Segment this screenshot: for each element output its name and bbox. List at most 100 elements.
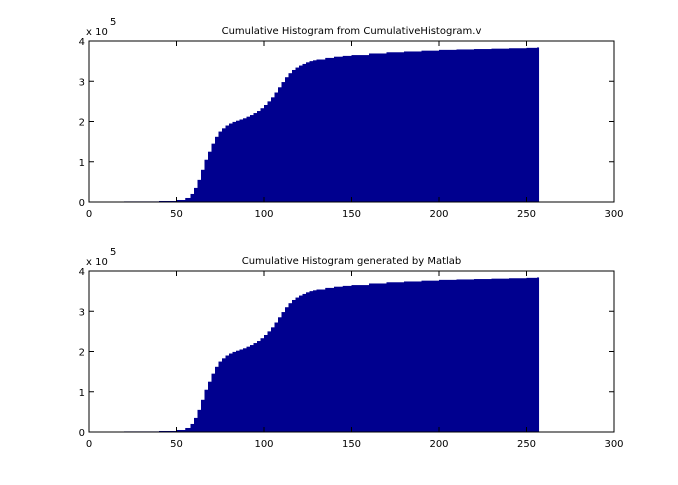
bar — [369, 283, 387, 432]
bar — [537, 47, 540, 202]
chart-title: Cumulative Histogram generated by Matlab — [242, 256, 462, 267]
x-tick-label: 50 — [170, 439, 183, 450]
bar — [526, 277, 538, 432]
y-tick-label: 2 — [79, 118, 85, 129]
bar — [351, 285, 370, 432]
bar — [342, 55, 352, 202]
bar — [267, 331, 272, 433]
bar — [208, 151, 212, 202]
bar — [218, 361, 223, 432]
bar — [295, 297, 300, 432]
bar — [250, 115, 254, 202]
bar — [204, 389, 209, 432]
x-tick-label: 300 — [604, 209, 623, 220]
y-tick-label: 4 — [79, 267, 85, 278]
chart-2: 0 50 100 150 200 250 300 0 1 2 3 4x 105 Cumulative H… — [79, 247, 624, 450]
bar — [190, 423, 195, 432]
y-tick-label: 1 — [79, 388, 85, 399]
x-tick-label: 0 — [86, 439, 92, 450]
bar — [456, 49, 475, 203]
x-tick-label: 150 — [342, 439, 361, 450]
bar — [185, 427, 191, 432]
y-exponent-label: x 10 — [86, 257, 108, 268]
y-tick-label: 2 — [79, 348, 85, 359]
bar — [421, 280, 440, 432]
bar — [243, 348, 247, 432]
bar — [334, 286, 344, 432]
bar — [204, 159, 209, 202]
bar — [215, 136, 219, 202]
bar — [194, 187, 198, 202]
bar — [404, 51, 422, 202]
bar — [218, 131, 223, 202]
bar — [253, 113, 258, 202]
bar — [295, 67, 300, 202]
bar — [325, 287, 335, 432]
bar — [246, 346, 251, 432]
bar — [260, 108, 265, 202]
y-exponent-power: 5 — [110, 17, 116, 28]
bar — [239, 119, 244, 202]
bar — [274, 92, 279, 202]
bar — [264, 335, 268, 432]
bar — [211, 143, 216, 202]
bar — [316, 59, 326, 203]
bar — [386, 52, 405, 202]
bar — [281, 312, 286, 432]
x-tick-label: 200 — [429, 439, 448, 450]
bar — [194, 417, 198, 432]
chart-1: 0 50 100 150 200 250 300 0 1 2 3 4x 105 Cumulative H… — [79, 17, 624, 220]
bar — [306, 292, 310, 432]
bar — [159, 200, 177, 202]
y-tick-label: 3 — [79, 307, 85, 318]
bar — [537, 277, 540, 432]
bar — [292, 299, 296, 432]
bar — [351, 55, 370, 203]
bar — [190, 193, 195, 202]
y-tick-label: 0 — [79, 428, 85, 439]
bar — [369, 53, 387, 203]
bar — [229, 123, 233, 202]
chart-title: Cumulative Histogram from CumulativeHist… — [222, 26, 482, 37]
bar — [264, 105, 268, 202]
bar — [491, 48, 510, 203]
bar — [509, 278, 527, 432]
x-tick-label: 100 — [254, 209, 273, 220]
x-tick-label: 300 — [604, 439, 623, 450]
bar — [288, 303, 293, 432]
bar — [208, 381, 212, 432]
x-tick-label: 250 — [517, 439, 536, 450]
x-tick-label: 100 — [254, 439, 273, 450]
y-exponent-power: 5 — [110, 247, 116, 258]
x-tick-label: 200 — [429, 209, 448, 220]
bar — [229, 353, 233, 432]
bar — [197, 179, 202, 202]
y-tick-label: 1 — [79, 158, 85, 169]
bar — [176, 429, 186, 432]
x-tick-label: 50 — [170, 209, 183, 220]
bar — [253, 343, 258, 432]
bar — [342, 285, 352, 432]
bar — [201, 169, 205, 202]
bar — [260, 338, 265, 432]
bar — [302, 63, 307, 202]
bar — [313, 60, 317, 202]
bar — [159, 430, 177, 432]
bar — [257, 341, 261, 432]
bar — [257, 111, 261, 202]
bar — [299, 295, 303, 432]
bar — [509, 48, 527, 202]
y-tick-label: 3 — [79, 77, 85, 88]
bar-series — [97, 277, 540, 433]
bar — [439, 49, 457, 202]
bar — [302, 293, 307, 432]
bar — [456, 279, 475, 432]
bar — [232, 121, 237, 202]
bar — [334, 56, 344, 203]
bar — [246, 116, 251, 202]
bar — [309, 291, 314, 433]
bar — [250, 345, 254, 432]
bar — [386, 282, 405, 432]
bar — [439, 279, 457, 432]
